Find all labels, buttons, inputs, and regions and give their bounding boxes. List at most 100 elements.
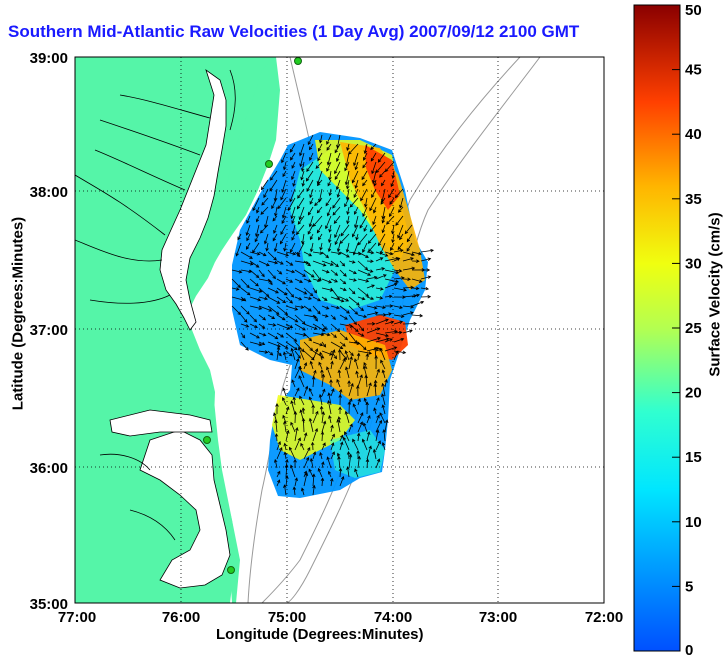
- velocity-arrow: [327, 242, 332, 253]
- velocity-arrow: [371, 161, 377, 175]
- velocity-arrow: [276, 305, 289, 316]
- velocity-arrow: [303, 251, 313, 257]
- velocity-arrow: [330, 323, 341, 333]
- velocity-arrow: [258, 350, 269, 354]
- velocity-arrow: [375, 251, 389, 257]
- velocity-arrow: [375, 368, 380, 379]
- velocity-arrow: [312, 314, 318, 322]
- velocity-arrow: [330, 341, 344, 350]
- velocity-arrow: [366, 445, 372, 460]
- velocity-arrow: [366, 382, 372, 397]
- velocity-arrow: [231, 287, 240, 291]
- velocity-arrow: [303, 456, 310, 469]
- velocity-arrow: [330, 451, 335, 460]
- velocity-arrow: [312, 348, 319, 361]
- velocity-arrow: [393, 276, 405, 280]
- land-outer-banks: [210, 400, 240, 603]
- velocity-arrow: [273, 224, 278, 234]
- velocity-arrow: [258, 341, 266, 346]
- velocity-arrow: [294, 269, 306, 277]
- velocity-arrow: [249, 269, 260, 279]
- velocity-arrow: [308, 215, 314, 228]
- velocity-arrow: [294, 477, 299, 487]
- velocity-arrow: [267, 314, 276, 319]
- velocity-arrow: [420, 275, 432, 280]
- velocity-arrow: [330, 287, 340, 300]
- velocity-arrow: [384, 312, 393, 316]
- x-tick-label: 73:00: [479, 609, 517, 626]
- velocity-arrow: [276, 350, 282, 357]
- velocity-arrow: [370, 143, 377, 151]
- velocity-arrow: [366, 311, 379, 316]
- velocity-arrow: [375, 440, 381, 451]
- velocity-arrow: [375, 274, 387, 280]
- velocity-arrow: [290, 152, 296, 161]
- velocity-arrow: [336, 378, 341, 388]
- velocity-arrow: [249, 296, 262, 302]
- velocity-arrow: [310, 441, 315, 451]
- velocity-arrow: [359, 215, 368, 229]
- velocity-arrow: [294, 387, 300, 397]
- velocity-arrow: [301, 407, 306, 415]
- velocity-arrow: [411, 278, 423, 283]
- land-delmarva: [206, 57, 280, 262]
- velocity-arrow: [258, 251, 267, 257]
- velocity-arrow: [312, 251, 324, 255]
- velocity-arrow: [384, 251, 394, 256]
- velocity-arrow: [354, 468, 359, 478]
- velocity-arrow: [276, 287, 288, 296]
- velocity-arrow: [420, 268, 431, 272]
- velocity-arrow: [362, 242, 368, 253]
- velocity-arrow: [346, 206, 350, 215]
- velocity-arrow: [240, 251, 253, 259]
- velocity-arrow: [321, 420, 327, 433]
- velocity-arrow: [303, 296, 313, 300]
- velocity-arrow: [394, 188, 404, 199]
- velocity-arrow: [317, 467, 323, 478]
- velocity-arrow: [312, 451, 317, 460]
- velocity-arrow: [285, 296, 294, 304]
- colorbar-tick-label: 45: [685, 62, 702, 79]
- velocity-arrow: [411, 251, 422, 256]
- velocity-arrow: [276, 341, 289, 349]
- velocity-arrow: [335, 152, 341, 162]
- velocity-arrow: [375, 287, 384, 291]
- velocity-arrow: [303, 341, 314, 352]
- velocity-arrow: [249, 305, 263, 310]
- velocity-arrow: [411, 286, 420, 291]
- velocity-arrow: [420, 294, 432, 299]
- velocity-arrow: [318, 233, 323, 241]
- velocity-arrow: [303, 385, 309, 397]
- velocity-arrow: [285, 314, 299, 323]
- velocity-arrow: [411, 300, 425, 307]
- velocity-arrow: [339, 296, 350, 302]
- velocity-arrow: [321, 388, 326, 397]
- velocity-arrow: [267, 323, 277, 327]
- velocity-arrow: [348, 287, 356, 295]
- velocity-arrow: [282, 397, 287, 406]
- velocity-arrow: [321, 260, 334, 266]
- velocity-arrow: [328, 188, 332, 197]
- velocity-arrow: [379, 412, 386, 424]
- velocity-field: [232, 132, 428, 498]
- velocity-arrow: [267, 350, 274, 356]
- velocity-arrow: [312, 260, 327, 267]
- velocity-arrow: [276, 479, 281, 487]
- velocity-arrow: [327, 470, 332, 478]
- velocity-arrow: [381, 441, 386, 451]
- albemarle-sound: [109, 409, 213, 437]
- velocity-arrow: [393, 269, 403, 273]
- velocity-arrow: [261, 197, 269, 206]
- x-tick-label: 77:00: [58, 609, 96, 626]
- velocity-arrow: [353, 152, 359, 167]
- velocity-arrow: [384, 329, 398, 334]
- velocity-arrow: [235, 242, 242, 257]
- velocity-arrow: [339, 287, 347, 292]
- velocity-arrow: [294, 341, 305, 353]
- velocity-arrow: [319, 451, 323, 460]
- velocity-arrow: [406, 233, 413, 243]
- velocity-arrow: [330, 388, 335, 397]
- velocity-arrow: [357, 305, 365, 312]
- velocity-arrow: [276, 314, 286, 321]
